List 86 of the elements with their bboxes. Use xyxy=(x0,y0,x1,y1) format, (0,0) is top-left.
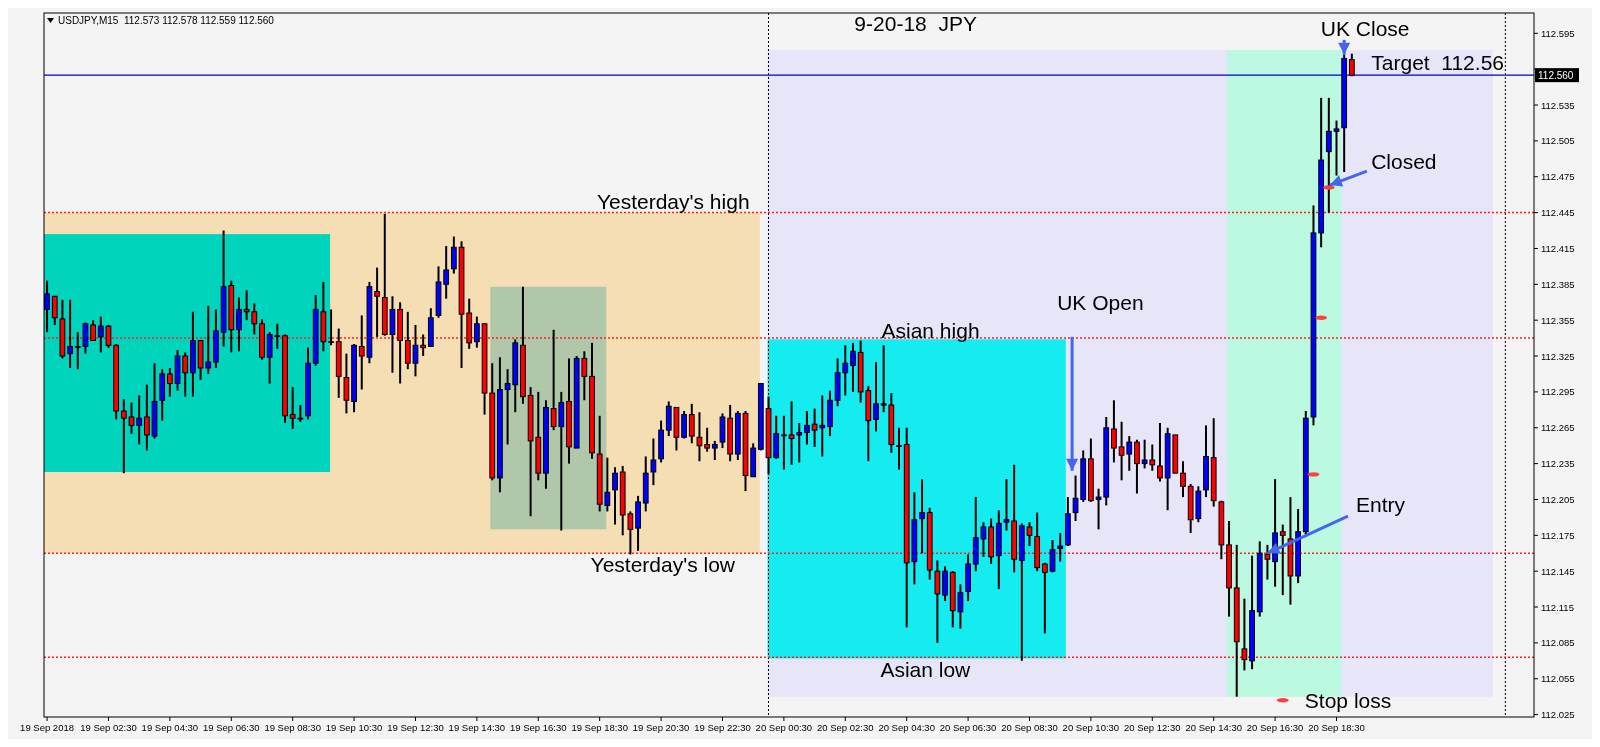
x-tick-label: 19 Sep 06:30 xyxy=(203,722,260,733)
candlestick xyxy=(934,559,941,644)
y-tick-label: 112.205 xyxy=(1541,493,1575,505)
x-tick-label: 20 Sep 18:30 xyxy=(1308,722,1365,733)
y-tick-label: 112.505 xyxy=(1541,135,1575,147)
annotation: USDJPY,M15 112.573 112.578 112.559 112.560 xyxy=(58,15,275,26)
x-tick-label: 20 Sep 10:30 xyxy=(1062,722,1120,733)
y-tick-label: 112.595 xyxy=(1541,27,1575,39)
x-tick-label: 19 Sep 22:30 xyxy=(694,722,751,733)
y-tick-label: 112.235 xyxy=(1541,458,1575,470)
y-tick-label: 112.055 xyxy=(1541,673,1575,685)
candlestick xyxy=(1057,531,1064,563)
candlestick xyxy=(328,308,334,347)
candlestick xyxy=(166,366,173,398)
x-tick-label: 20 Sep 00:30 xyxy=(755,722,813,733)
x-tick-label: 20 Sep 14:30 xyxy=(1185,722,1242,733)
candlestick xyxy=(1003,478,1010,532)
x-tick-label: 19 Sep 04:30 xyxy=(141,722,199,733)
y-tick-label: 112.295 xyxy=(1541,386,1575,398)
y-tick-label: 112.025 xyxy=(1541,709,1575,721)
x-tick-label: 19 Sep 20:30 xyxy=(632,722,690,733)
candlestick xyxy=(90,319,96,342)
candlestick xyxy=(781,414,787,471)
x-tick-label: 20 Sep 08:30 xyxy=(1001,722,1058,733)
candlestick xyxy=(704,426,711,453)
annotation: UK Open xyxy=(1057,290,1144,314)
chart-title: 9-20-18 JPY xyxy=(854,12,977,35)
x-tick-label: 19 Sep 14:30 xyxy=(448,722,506,733)
ref-line-label: Target 112.56 xyxy=(1371,51,1504,75)
candlestick xyxy=(896,426,902,471)
y-tick-label: 112.145 xyxy=(1541,565,1575,577)
y-tick-label: 112.535 xyxy=(1541,99,1575,111)
y-tick-label: 112.385 xyxy=(1541,278,1575,290)
x-tick-label: 19 Sep 2018 xyxy=(20,722,75,733)
candlestick xyxy=(804,410,810,446)
annotation: Closed xyxy=(1371,149,1437,173)
x-tick-label: 20 Sep 12:30 xyxy=(1124,722,1181,733)
annotation: Entry xyxy=(1356,492,1406,516)
annotation: Asian low xyxy=(880,657,972,681)
y-tick-label: 112.175 xyxy=(1541,529,1575,541)
candlestick xyxy=(612,466,618,526)
x-tick-label: 19 Sep 08:30 xyxy=(264,722,321,733)
candlestick xyxy=(343,352,350,415)
candlestick xyxy=(51,295,58,326)
annotation: Yesterday's high xyxy=(596,190,750,214)
candlestick xyxy=(474,315,480,349)
x-tick-label: 19 Sep 12:30 xyxy=(387,722,444,733)
y-tick-label: 112.475 xyxy=(1541,171,1575,183)
candlestick xyxy=(1134,438,1140,495)
candlestick xyxy=(1279,523,1286,597)
x-tick-label: 19 Sep 10:30 xyxy=(325,722,383,733)
candlestick xyxy=(374,266,380,338)
y-tick-label: 112.265 xyxy=(1541,422,1575,434)
candlestick xyxy=(236,296,242,353)
annotation: Yesterday's low xyxy=(590,552,736,576)
candlestick xyxy=(681,410,687,440)
y-tick-label: 112.415 xyxy=(1541,242,1575,254)
x-tick-label: 19 Sep 16:30 xyxy=(510,722,567,733)
candlestick xyxy=(650,437,657,487)
annotation: Stop loss xyxy=(1304,688,1392,712)
candlestick xyxy=(1157,421,1163,483)
candlestick xyxy=(850,341,856,393)
annotation: UK Close xyxy=(1320,17,1410,41)
x-tick-label: 20 Sep 06:30 xyxy=(939,722,997,733)
x-tick-label: 20 Sep 04:30 xyxy=(878,722,935,733)
y-tick-label: 112.445 xyxy=(1541,207,1575,219)
y-tick-label: 112.085 xyxy=(1541,637,1575,649)
y-tick-label: 112.355 xyxy=(1541,314,1575,326)
candlestick xyxy=(1111,399,1117,464)
annotation: Asian high xyxy=(881,319,980,343)
annotation: 112.560 xyxy=(1538,70,1574,82)
x-tick-label: 19 Sep 02:30 xyxy=(80,722,137,733)
candlestick xyxy=(688,402,695,445)
candlestick xyxy=(873,361,879,433)
y-tick-label: 112.325 xyxy=(1541,350,1575,362)
candlestick xyxy=(1180,460,1186,499)
candlestick xyxy=(67,298,73,369)
y-tick-label: 112.115 xyxy=(1541,601,1574,613)
candlestick xyxy=(1241,597,1248,672)
x-tick-label: 19 Sep 18:30 xyxy=(571,722,628,733)
x-tick-label: 20 Sep 02:30 xyxy=(817,722,874,733)
candlestick xyxy=(919,478,925,555)
x-tick-label: 20 Sep 16:30 xyxy=(1246,722,1304,733)
candlestick xyxy=(942,565,948,603)
candlestick xyxy=(711,439,718,462)
candlestick xyxy=(696,411,703,463)
